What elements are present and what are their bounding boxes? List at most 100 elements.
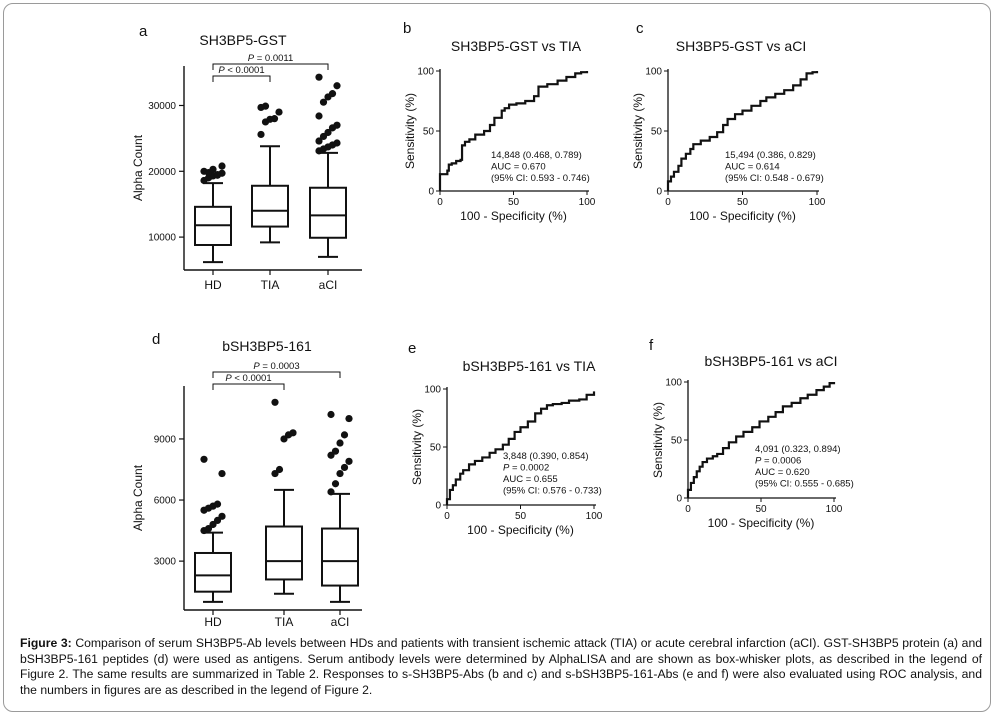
roc-annotation-e: 3,848 (0.390, 0.854) [503, 451, 589, 462]
y-tick-label-a: 30000 [148, 101, 176, 112]
significance-label: P < 0.0001 [225, 373, 271, 384]
panel-title-b: SH3BP5-GST vs TIA [451, 38, 582, 54]
category-label-a: aCI [319, 278, 338, 292]
roc-y-tick-label: 100 [424, 385, 441, 396]
roc-y-axis-label-b: Sensitivity (%) [403, 93, 417, 169]
roc-x-tick-label: 50 [755, 504, 767, 515]
roc-annotation-e: (95% CI: 0.576 - 0.733) [503, 486, 602, 497]
category-label-d: HD [204, 615, 222, 629]
roc-x-tick-label: 100 [579, 197, 596, 208]
y-tick-label-d: 9000 [154, 434, 177, 445]
roc-y-tick-label: 0 [428, 187, 434, 198]
roc-y-tick-label: 50 [651, 127, 663, 138]
figure-frame [3, 3, 991, 712]
box-iqr [265, 525, 303, 581]
outlier-point [315, 137, 323, 145]
outlier-point [324, 128, 332, 137]
significance-label: P < 0.0001 [218, 65, 264, 76]
caption-label: Figure 3: [20, 636, 72, 650]
roc-panel-c: c SH3BP5-GST vs aCI 00 50 50 100 100 100 - Spec… [631, 20, 826, 223]
roc-x-axis-label-f: 100 - Specificity (%) [708, 516, 815, 530]
roc-x-axis-label-b: 100 - Specificity (%) [460, 209, 567, 223]
box-iqr [309, 186, 347, 239]
outlier-point [275, 465, 284, 474]
outlier-point [275, 108, 283, 116]
outlier-point [315, 73, 323, 81]
outlier-point [327, 488, 335, 496]
outlier-point [200, 455, 208, 463]
roc-curve-c [666, 71, 819, 191]
outlier-point [333, 139, 341, 147]
roc-x-tick-label: 50 [737, 197, 749, 208]
category-label-a: HD [204, 278, 222, 292]
roc-panel-f: f bSH3BP5-161 vs aCI 00 50 50 100 100 100 - Spe… [649, 337, 854, 530]
panel-letter-c: c [636, 20, 644, 37]
roc-annotation-b: (95% CI: 0.593 - 0.746) [491, 173, 590, 184]
outlier-point [218, 512, 226, 520]
outlier-point [218, 162, 226, 170]
outlier-point [213, 171, 222, 179]
outlier-point [331, 480, 340, 488]
roc-x-axis-label-e: 100 - Specificity (%) [467, 523, 574, 537]
panel-letter-b: b [403, 20, 411, 37]
roc-x-tick-label: 0 [685, 504, 691, 515]
roc-x-tick-label: 100 [586, 511, 603, 522]
boxplot-panel-d: d bSH3BP5-161 3000 6000 9000 Alpha Count HD TIA… [131, 331, 362, 629]
outlier-point [333, 82, 341, 90]
outlier-point [345, 414, 353, 423]
roc-y-tick-label: 100 [417, 67, 434, 78]
roc-y-tick-label: 100 [645, 67, 662, 78]
roc-curve-b [438, 71, 589, 191]
panel-letter-f: f [649, 337, 654, 354]
roc-y-axis-label-c: Sensitivity (%) [631, 93, 645, 169]
outlier-point [327, 410, 335, 419]
roc-annotation-e: AUC = 0.655 [503, 474, 558, 485]
outlier-point [333, 121, 341, 129]
roc-panel-e: e bSH3BP5-161 vs TIA 00 50 50 100 100 100 - Spe… [408, 340, 603, 537]
roc-annotation-e: P = 0.0002 [503, 463, 549, 474]
panel-title-f: bSH3BP5-161 vs aCI [704, 353, 837, 369]
significance-bracket [212, 63, 329, 70]
outlier-point [218, 469, 226, 478]
category-label-d: aCI [331, 615, 350, 629]
roc-x-tick-label: 50 [508, 197, 520, 208]
caption-text: Comparison of serum SH3BP5-Ab levels bet… [20, 636, 982, 697]
outlier-point [336, 439, 344, 447]
panel-title-c: SH3BP5-GST vs aCI [676, 38, 806, 54]
y-axis-label-d: Alpha Count [131, 464, 145, 531]
roc-y-tick-label: 0 [656, 187, 662, 198]
panel-letter-a: a [139, 23, 148, 40]
y-tick-label-a: 20000 [148, 167, 176, 178]
significance-bracket [212, 75, 271, 82]
y-axis-label-a: Alpha Count [131, 134, 145, 201]
roc-x-tick-label: 100 [809, 197, 826, 208]
box-iqr [251, 184, 289, 228]
roc-x-tick-label: 0 [665, 197, 671, 208]
roc-x-axis-label-c: 100 - Specificity (%) [689, 209, 796, 223]
y-tick-label-a: 10000 [148, 233, 176, 244]
roc-annotation-c: (95% CI: 0.548 - 0.679) [725, 173, 824, 184]
y-tick-label-d: 6000 [154, 496, 177, 507]
roc-x-tick-label: 0 [437, 197, 443, 208]
outlier-point [213, 500, 222, 508]
roc-y-tick-label: 0 [676, 494, 682, 505]
outlier-point [261, 102, 270, 110]
panel-letter-d: d [152, 331, 160, 348]
outlier-point [289, 429, 297, 437]
roc-annotation-f: AUC = 0.620 [755, 467, 810, 478]
box-iqr [321, 527, 359, 587]
significance-bracket [212, 383, 285, 390]
outlier-point [331, 447, 340, 455]
roc-annotation-c: 15,494 (0.386, 0.829) [725, 150, 816, 161]
outlier-point [270, 115, 279, 123]
y-tick-label-d: 3000 [154, 557, 177, 568]
outlier-point [315, 112, 323, 120]
roc-annotation-f: 4,091 (0.323, 0.894) [755, 444, 841, 455]
outlier-point [257, 130, 265, 139]
figure-caption: Figure 3: Comparison of serum SH3BP5-Ab … [20, 636, 982, 698]
roc-x-tick-label: 50 [515, 511, 527, 522]
roc-y-tick-label: 100 [665, 378, 682, 389]
roc-annotation-f: P = 0.0006 [755, 456, 801, 467]
roc-x-tick-label: 100 [826, 504, 843, 515]
roc-annotation-b: 14,848 (0.468, 0.789) [491, 150, 582, 161]
